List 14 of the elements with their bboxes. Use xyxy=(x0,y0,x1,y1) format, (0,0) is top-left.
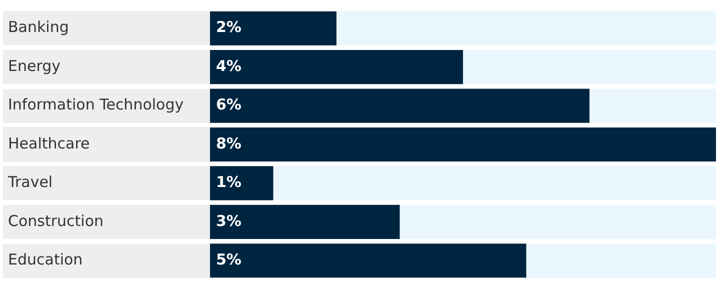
data-label: 1% xyxy=(216,173,242,192)
y-tick-label: Energy xyxy=(8,56,61,75)
data-label: 8% xyxy=(216,134,242,152)
y-tick-label: Information Technology xyxy=(8,96,184,114)
data-label: 2% xyxy=(216,18,242,36)
y-tick-label: Education xyxy=(8,250,83,269)
y-tick-label: Travel xyxy=(7,173,53,192)
y-tick-label: Healthcare xyxy=(8,134,90,152)
data-label: 3% xyxy=(216,212,242,230)
y-tick-label: Construction xyxy=(8,212,104,230)
data-label: 4% xyxy=(216,56,242,75)
y-tick-label: Banking xyxy=(8,18,69,36)
data-label: 5% xyxy=(216,250,242,269)
data-label: 6% xyxy=(216,96,242,114)
